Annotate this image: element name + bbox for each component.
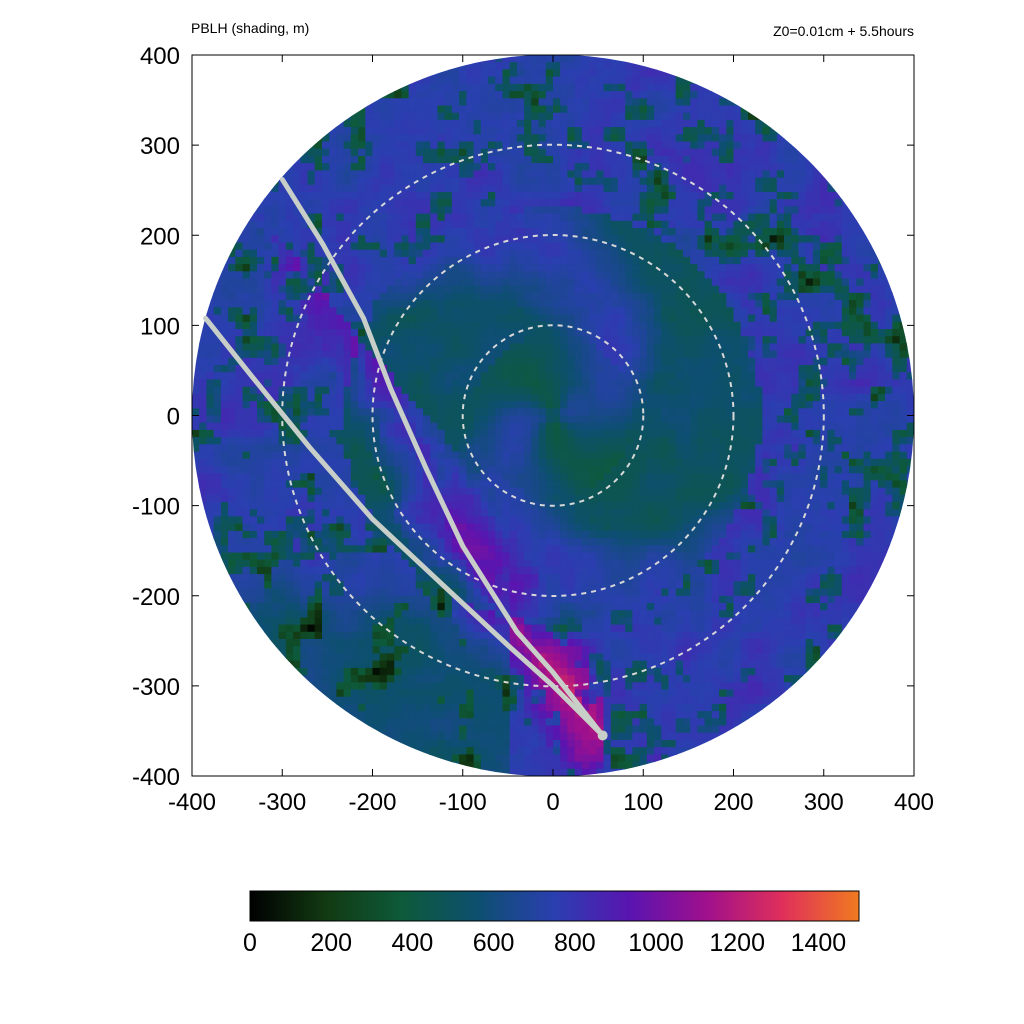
y-tick-label: -300 [132,674,180,701]
x-tick-label: 100 [623,789,663,816]
x-tick-label: 300 [804,789,844,816]
x-tick-label: -100 [439,789,487,816]
range-ring [371,234,735,597]
y-tick-label: -200 [132,584,180,611]
colorbar-tick-label: 1200 [709,929,765,957]
x-axis: -400 -300 -200 -100 0 100 200 300 400 [168,55,934,816]
boundary-line-tip [597,730,608,741]
colorbar-tick-label: 1400 [791,929,847,957]
range-ring [461,324,645,507]
colorbar-tick-label: 800 [554,929,596,957]
colorbar-tick-label: 400 [392,929,434,957]
boundary-line [279,176,606,738]
chart-title: PBLH (shading, m) [191,20,309,36]
pblh-field [192,55,914,777]
colorbar [249,890,860,922]
x-tick-label: 400 [894,789,934,816]
colorbar-tick-label: 0 [243,929,257,957]
x-tick-label: 0 [546,789,559,816]
boundary-lines [203,176,608,741]
colorbar-tick-label: 600 [473,929,515,957]
x-tick-label: -400 [168,789,216,816]
y-tick-label: 300 [140,133,180,160]
y-axis: -400 -300 -200 -100 0 100 200 300 400 [132,43,914,791]
chart-subtitle: Z0=0.01cm + 5.5hours [773,23,914,39]
y-tick-label: 0 [167,404,180,431]
colorbar-tick-label: 1000 [628,929,684,957]
x-tick-label: -300 [258,789,306,816]
y-tick-label: 200 [140,223,180,250]
boundary-line [203,315,606,738]
y-tick-label: 100 [140,313,180,340]
y-tick-label: 400 [140,43,180,70]
y-tick-label: -400 [132,764,180,791]
x-tick-label: -200 [348,789,396,816]
x-tick-label: 200 [713,789,753,816]
y-tick-label: -100 [132,494,180,521]
colorbar-tick-label: 200 [310,929,352,957]
colorbar-ticks: 0 200 400 600 800 1000 1200 1400 [243,929,846,957]
